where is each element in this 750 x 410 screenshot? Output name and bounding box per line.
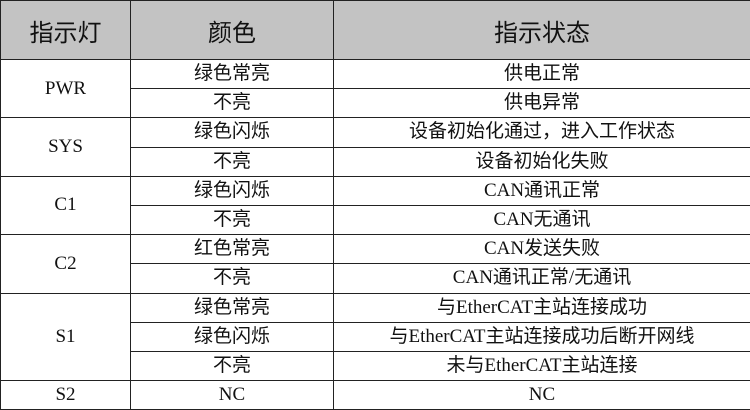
- status-cell: CAN通讯正常: [333, 175, 750, 206]
- indicator-cell: S2: [0, 380, 131, 410]
- color-cell: 红色常亮: [130, 234, 334, 265]
- color-cell: 不亮: [130, 146, 334, 177]
- table-row: SYS 绿色闪烁 设备初始化通过，进入工作状态: [0, 117, 750, 177]
- color-cell: 绿色闪烁: [130, 175, 334, 206]
- color-cell: 不亮: [130, 263, 334, 294]
- table-row: 不亮 CAN无通讯: [1, 204, 750, 236]
- status-cell: 未与EtherCAT主站连接: [333, 350, 750, 382]
- indicator-cell: S1: [0, 292, 131, 382]
- status-cell: NC: [333, 380, 750, 410]
- color-cell: 绿色闪烁: [130, 321, 334, 352]
- color-cell: NC: [130, 380, 334, 410]
- color-cell: 绿色闪烁: [130, 117, 334, 148]
- table-row: 不亮 供电异常: [1, 88, 750, 119]
- status-cell: CAN通讯正常/无通讯: [333, 263, 750, 294]
- status-cell: CAN发送失败: [333, 234, 750, 265]
- table-row: C1 绿色闪烁 CAN通讯正常: [0, 175, 750, 236]
- status-cell: 设备初始化通过，进入工作状态: [333, 117, 750, 148]
- color-cell: 不亮: [130, 88, 334, 119]
- status-cell: 设备初始化失败: [333, 146, 750, 177]
- table-row: 不亮 设备初始化失败: [1, 146, 750, 177]
- color-cell: 绿色常亮: [130, 292, 334, 323]
- header-status: 指示状态: [333, 0, 750, 60]
- table-row: 绿色闪烁 与EtherCAT主站连接成功后断开网线: [1, 321, 750, 352]
- color-cell: 绿色常亮: [130, 58, 334, 90]
- indicator-cell: C2: [0, 234, 131, 294]
- color-cell: 不亮: [130, 204, 334, 236]
- indicator-cell: C1: [0, 175, 131, 236]
- table-row: C2 红色常亮 CAN发送失败: [0, 234, 750, 294]
- table-row: S1 绿色常亮 与EtherCAT主站连接成功: [0, 292, 750, 382]
- table-row: S2 NC NC: [0, 380, 750, 410]
- header-indicator: 指示灯: [0, 0, 131, 60]
- indicator-cell: PWR: [0, 58, 131, 119]
- table-row: 不亮 CAN通讯正常/无通讯: [1, 263, 750, 294]
- status-cell: CAN无通讯: [333, 204, 750, 236]
- status-cell: 供电异常: [333, 88, 750, 119]
- status-cell: 供电正常: [333, 58, 750, 90]
- color-cell: 不亮: [130, 350, 334, 382]
- indicator-cell: SYS: [0, 117, 131, 177]
- status-cell: 与EtherCAT主站连接成功: [333, 292, 750, 323]
- status-cell: 与EtherCAT主站连接成功后断开网线: [333, 321, 750, 352]
- table-row: PWR 绿色常亮 供电正常: [0, 58, 750, 119]
- header-row: 指示灯 颜色 指示状态: [0, 0, 750, 60]
- header-color: 颜色: [130, 0, 334, 60]
- table-row: 不亮 未与EtherCAT主站连接: [1, 350, 750, 382]
